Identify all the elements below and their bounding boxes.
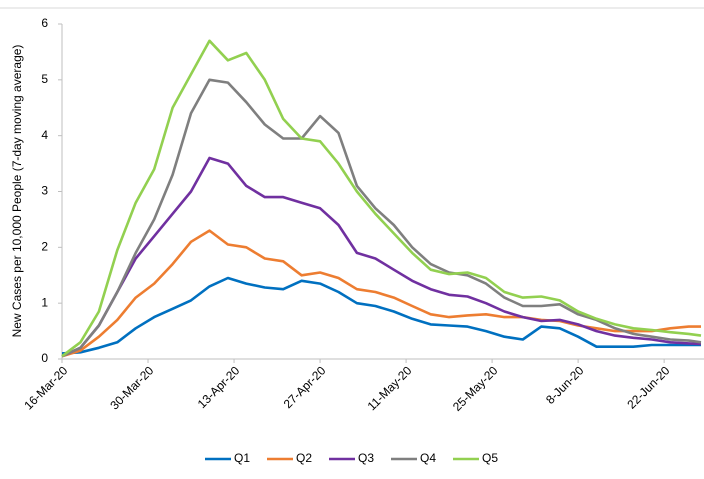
x-tick-label: 22-Jun-20 [624,363,672,411]
y-tick-label: 2 [41,240,48,254]
legend-label: Q5 [482,451,498,465]
y-axis-label: New Cases per 10,000 People (7-day movin… [10,45,24,338]
x-tick-label: 30-Mar-20 [107,363,156,412]
x-tick-label: 25-May-20 [450,363,501,414]
series-line [61,276,701,355]
legend-label: Q2 [296,451,312,465]
y-tick-label: 0 [41,351,48,365]
legend-label: Q4 [420,451,436,465]
y-tick-label: 1 [41,295,48,309]
series-line [61,39,702,358]
series-line [61,156,702,358]
y-tick-label: 3 [41,184,48,198]
legend-label: Q1 [234,451,250,465]
y-tick-label: 6 [41,16,48,30]
x-tick-label: 11-May-20 [365,363,415,413]
y-tick-label: 5 [41,72,48,86]
x-tick-label: 16-Mar-20 [21,363,70,412]
series-line [61,78,702,358]
y-tick-label: 4 [41,128,48,142]
x-tick-label: 27-Apr-20 [281,363,329,411]
x-tick-label: 8-Jun-20 [543,363,587,407]
x-tick-label: 13-Apr-20 [195,363,243,411]
legend-label: Q3 [358,451,374,465]
series-line [61,229,701,358]
